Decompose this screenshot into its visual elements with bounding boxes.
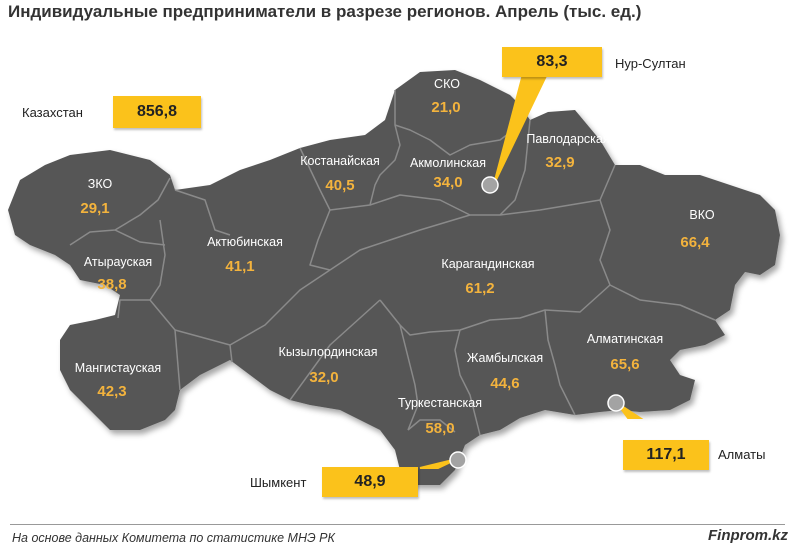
city-marker-nur-sultan bbox=[481, 176, 499, 194]
leader-shymkent bbox=[419, 458, 458, 469]
country-outline bbox=[8, 70, 780, 485]
nur-sultan-label: Нур-Султан bbox=[615, 56, 686, 71]
city-marker-shymkent bbox=[449, 451, 467, 469]
region-6-name: Акмолинская bbox=[410, 156, 486, 170]
shymkent-value-box: 48,9 bbox=[322, 467, 418, 497]
total-label: Казахстан bbox=[22, 105, 83, 120]
region-labels: ЗКО 29,1 Атырауская 38,8 Мангистауская 42,3 Ак… bbox=[75, 77, 715, 437]
region-10-value: 32,0 bbox=[309, 369, 338, 386]
leader-nur-sultan bbox=[493, 77, 547, 185]
source-note: На основе данных Комитета по статистике … bbox=[12, 531, 335, 545]
region-3-value: 41,1 bbox=[225, 258, 254, 275]
region-12-name: Жамбылская bbox=[467, 351, 543, 365]
region-4-name: Костанайская bbox=[300, 154, 380, 168]
region-7-name: Павлодарская bbox=[526, 132, 609, 146]
region-13-name: Алматинская bbox=[587, 332, 663, 346]
footer-divider bbox=[10, 524, 785, 525]
region-2-name: Мангистауская bbox=[75, 361, 161, 375]
region-9-name: Карагандинская bbox=[441, 257, 534, 271]
almaty-value-box: 117,1 bbox=[623, 440, 709, 470]
region-5-value: 21,0 bbox=[431, 99, 460, 116]
region-9-value: 61,2 bbox=[465, 280, 494, 297]
region-4-value: 40,5 bbox=[325, 177, 354, 194]
region-borders bbox=[69, 90, 716, 436]
region-1-name: Атырауская bbox=[84, 255, 152, 269]
chart-title: Индивидуальные предприниматели в разрезе… bbox=[8, 2, 642, 21]
region-5-name: СКО bbox=[434, 77, 460, 91]
region-6-value: 34,0 bbox=[433, 174, 462, 191]
total-value-box: 856,8 bbox=[113, 96, 201, 128]
region-1-value: 38,8 bbox=[97, 276, 126, 293]
region-11-name: Туркестанская bbox=[398, 396, 482, 410]
region-7-value: 32,9 bbox=[545, 154, 574, 171]
shymkent-label: Шымкент bbox=[250, 475, 307, 490]
region-0-value: 29,1 bbox=[80, 200, 109, 217]
region-3-name: Актюбинская bbox=[207, 235, 283, 249]
region-2-value: 42,3 bbox=[97, 383, 126, 400]
region-0-name: ЗКО bbox=[88, 177, 113, 191]
brand-logo-text: Finprom.kz bbox=[707, 527, 788, 544]
region-13-value: 65,6 bbox=[610, 356, 639, 373]
region-8-value: 66,4 bbox=[680, 234, 710, 251]
region-12-value: 44,6 bbox=[490, 375, 519, 392]
almaty-label: Алматы bbox=[718, 447, 766, 462]
region-10-name: Кызылординская bbox=[279, 345, 378, 359]
region-11-value: 58,0 bbox=[425, 420, 454, 437]
nur-sultan-value-box: 83,3 bbox=[502, 47, 602, 77]
region-8-name: ВКО bbox=[689, 208, 714, 222]
city-marker-almaty bbox=[607, 394, 625, 412]
